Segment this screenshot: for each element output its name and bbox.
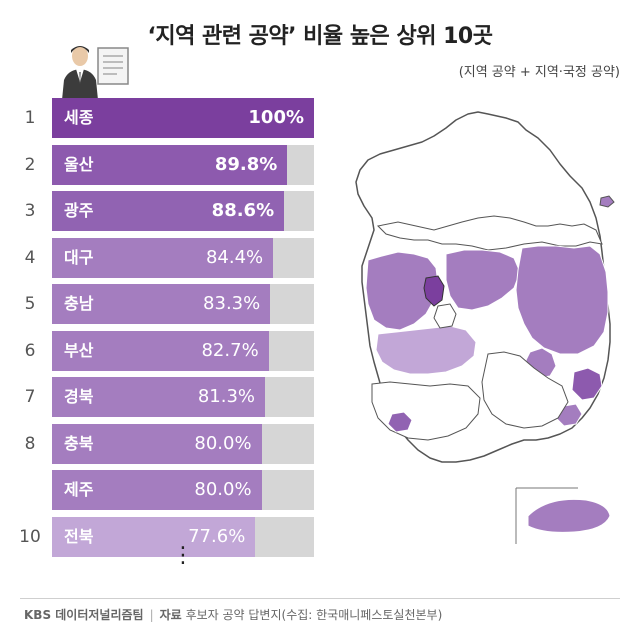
bar: 광주 88.6% [52,191,285,231]
map-region-gyeongbuk [515,245,609,355]
category-label: 제주 [64,480,94,499]
footer-source-text: 후보자 공약 답변지(수집: 한국매니페스토실천본부) [185,608,443,622]
value-label: 77.6% [188,525,246,547]
bar-track: 충남 83.3% [52,284,314,324]
category-label: 충남 [64,294,94,313]
footer-brand: KBS 데이터저널리즘팀 [24,608,144,622]
rank-label: 6 [24,340,36,361]
more-indicator: ⋮ [172,543,194,568]
value-label: 82.7% [201,339,259,361]
footer-divider [20,598,620,599]
bar-track: 대구 84.4% [52,237,314,278]
chart-title: ‘지역 관련 공약’ 비율 높은 상위 10곳 [147,24,493,49]
footer: KBS 데이터저널리즘팀 | 자료 후보자 공약 답변지(수집: 한국매니페스토실천… [24,606,442,623]
candidate-person-icon [62,46,129,100]
bar: 전북 77.6% [52,516,256,557]
value-label: 81.3% [197,386,255,407]
bar: 충북 80.0% [52,423,262,464]
map-region-ulsan [571,367,603,401]
map-region-gyeongnam [481,351,569,429]
value-label: 100% [248,107,304,128]
rank-label: 1 [24,108,36,128]
bar-track: 울산 89.8% [52,144,314,185]
bar-track: 전북 77.6% [52,516,314,557]
footer-source-label: 자료 [159,608,182,622]
category-label: 광주 [64,201,94,220]
bar: 세종 100% [52,98,314,138]
rank-label: 10 [19,526,41,547]
footer-separator: | [149,608,154,622]
map-region-gyeonggi-gangwon [376,215,603,251]
bar: 부산 82.7% [52,330,269,371]
map-region-chungbuk [445,249,521,311]
bar-track: 광주 88.6% [52,191,314,231]
bar: 제주 80.0% [52,470,262,510]
category-label: 울산 [64,154,94,174]
bar: 울산 89.8% [52,144,288,185]
rank-label: 7 [24,387,36,407]
rank-label: 3 [24,201,36,221]
map-region-gwangju [387,411,413,433]
map-region-sejong [423,275,445,307]
category-label: 세종 [64,108,94,127]
value-label: 89.8% [214,153,278,175]
bar-track: 충북 80.0% [52,423,314,464]
bar-track: 제주 80.0% [52,470,314,510]
rank-label: 2 [24,154,36,175]
bar: 충남 83.3% [52,284,271,324]
bar-track: 세종 100% [52,98,314,138]
bar: 대구 84.4% [52,237,274,278]
chart-subtitle: (지역 공약 + 지역·국정 공약) [458,65,620,80]
map-region-jeju [527,498,611,533]
korea-map [355,111,615,544]
value-label: 80.0% [194,432,252,454]
rank-label: 4 [24,247,36,268]
category-label: 경북 [64,387,94,406]
category-label: 부산 [64,340,94,360]
rank-label: 5 [24,294,36,314]
map-region-jeonbuk [375,325,477,375]
map-region-daejeon [433,303,457,329]
category-label: 대구 [64,247,94,267]
bar-track: 부산 82.7% [52,330,314,371]
map-island-ulleungdo [599,195,615,208]
value-label: 88.6% [211,200,275,221]
map-region-chungnam [365,251,439,331]
rank-label: 8 [24,433,36,454]
category-label: 전북 [64,526,94,546]
category-label: 충북 [64,433,94,453]
bar-track: 경북 81.3% [52,377,314,417]
value-label: 83.3% [203,293,261,314]
value-label: 80.0% [194,479,252,500]
value-label: 84.4% [205,246,264,268]
bar: 경북 81.3% [52,377,265,417]
bar-chart: 1 세종 100% 2 울산 89.8% 3 광주 88.6% 4 대구 84.4% 5 충남 83.3% 6… [0,98,330,557]
